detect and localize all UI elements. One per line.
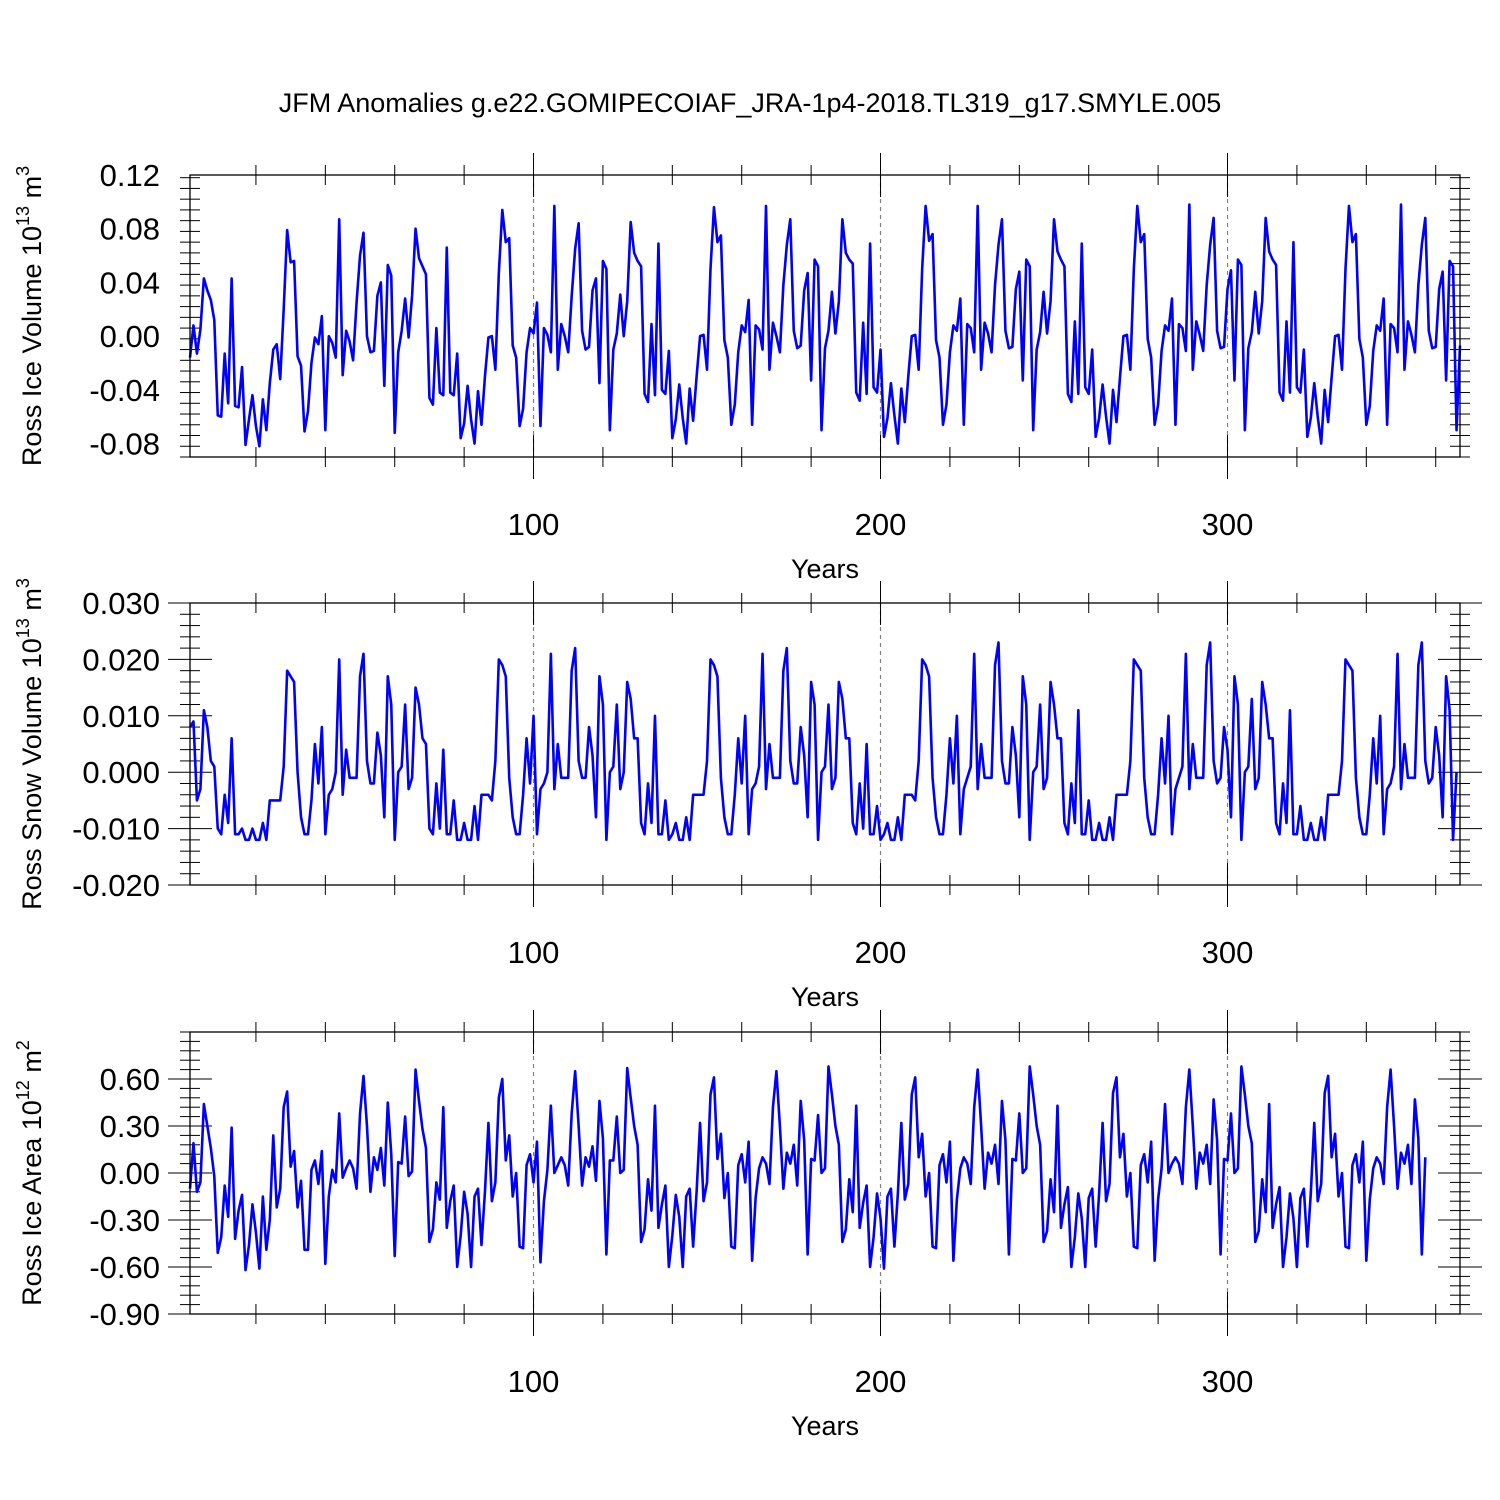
ytick-label: -0.60 — [89, 1250, 160, 1285]
ytick-label: 0.00 — [100, 1156, 160, 1191]
xtick-label: 100 — [508, 935, 560, 970]
ytick-label: 0.020 — [82, 642, 160, 677]
series-line-ice-volume — [188, 203, 1462, 448]
ytick-label: 0.000 — [82, 755, 160, 790]
ytick-label: -0.30 — [89, 1203, 160, 1238]
ytick-label: -0.020 — [72, 868, 160, 903]
panel-ice-volume: -0.08 -0.04 0.00 0.04 0.08 0.12 100 200 300 Years… — [13, 153, 1470, 584]
ytick-label: -0.90 — [89, 1297, 160, 1332]
ytick-label: 0.04 — [100, 265, 160, 300]
ytick-label: -0.04 — [89, 373, 160, 408]
ytick-label: 0.60 — [100, 1062, 160, 1097]
ytick-label: 0.08 — [100, 212, 160, 247]
plot-frame-ice-volume — [189, 174, 1461, 458]
ytick-label: 0.00 — [100, 319, 160, 354]
ytick-label: -0.08 — [89, 427, 160, 462]
ytick-label: 0.030 — [82, 586, 160, 621]
series-line-ice-area — [188, 1065, 1427, 1272]
ytick-label: 0.30 — [100, 1109, 160, 1144]
xtick-label: 200 — [855, 1364, 907, 1399]
xtick-label: 200 — [855, 507, 907, 542]
xtick-label: 100 — [508, 1364, 560, 1399]
y-axis-label: Ross Ice Area 1012 m2 — [13, 1040, 47, 1306]
ytick-label: 0.12 — [100, 158, 160, 193]
y-axis-label: Ross Snow Volume 1013 m3 — [13, 578, 47, 910]
panel-snow-volume: -0.020 -0.010 0.000 0.010 0.020 0.030 100 200 30… — [13, 578, 1482, 1012]
xtick-label: 100 — [508, 507, 560, 542]
xtick-label: 300 — [1202, 935, 1254, 970]
ytick-label: 0.010 — [82, 699, 160, 734]
xtick-label: 300 — [1202, 1364, 1254, 1399]
plot-frame-snow-volume — [189, 602, 1461, 886]
series-line-snow-volume — [188, 641, 1458, 842]
x-axis-label: Years — [791, 982, 859, 1012]
xtick-label: 300 — [1202, 507, 1254, 542]
plot-frame-ice-area — [189, 1031, 1461, 1315]
x-axis-label: Years — [791, 1411, 859, 1441]
xtick-label: 200 — [855, 935, 907, 970]
y-axis-label: Ross Ice Volume 1013 m3 — [13, 166, 47, 466]
panel-ice-area: -0.90 -0.60 -0.30 0.00 0.30 0.60 100 200 300 Year… — [13, 1010, 1482, 1441]
x-axis-label: Years — [791, 554, 859, 584]
ytick-label: -0.010 — [72, 812, 160, 847]
chart-title: JFM Anomalies g.e22.GOMIPECOIAF_JRA-1p4-… — [279, 88, 1221, 118]
